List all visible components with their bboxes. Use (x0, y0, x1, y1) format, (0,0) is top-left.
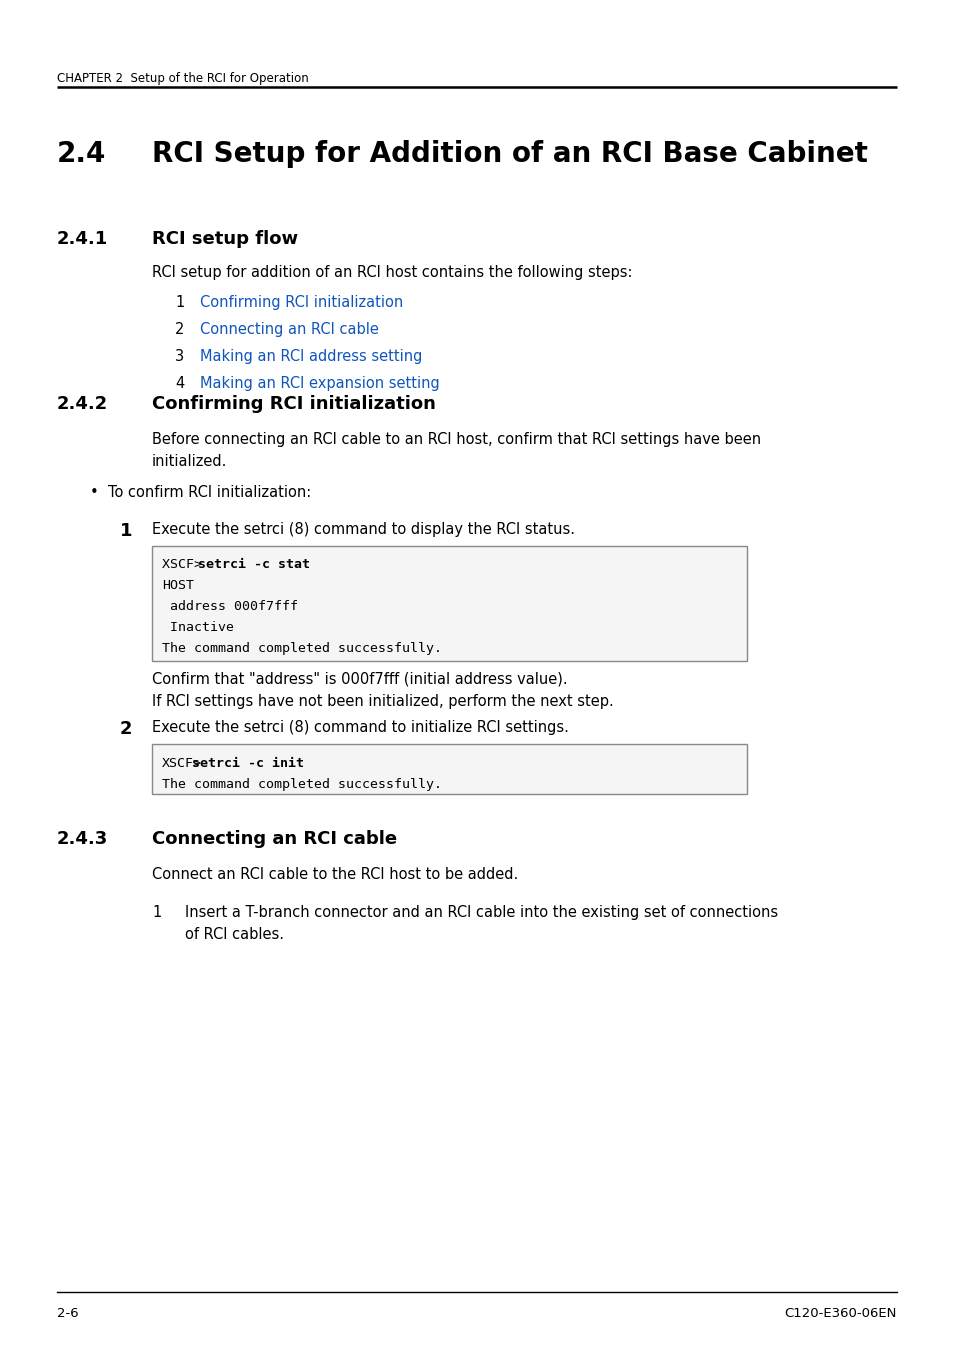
Text: setrci -c stat: setrci -c stat (198, 558, 310, 571)
Text: Confirm that "address" is 000f7fff (initial address value).: Confirm that "address" is 000f7fff (init… (152, 672, 567, 687)
Text: RCI setup for addition of an RCI host contains the following steps:: RCI setup for addition of an RCI host co… (152, 265, 632, 279)
Text: setrci -c init: setrci -c init (192, 757, 304, 769)
Text: 2.4.3: 2.4.3 (57, 830, 108, 848)
Text: Connecting an RCI cable: Connecting an RCI cable (200, 323, 378, 338)
Text: 1: 1 (174, 296, 184, 310)
Text: Connect an RCI cable to the RCI host to be added.: Connect an RCI cable to the RCI host to … (152, 867, 517, 882)
Text: Execute the setrci (8) command to display the RCI status.: Execute the setrci (8) command to displa… (152, 522, 575, 537)
Text: address 000f7fff: address 000f7fff (162, 599, 297, 613)
Text: 4: 4 (174, 377, 184, 392)
Text: 2: 2 (120, 720, 132, 738)
Text: Insert a T-branch connector and an RCI cable into the existing set of connection: Insert a T-branch connector and an RCI c… (185, 904, 778, 919)
Text: Execute the setrci (8) command to initialize RCI settings.: Execute the setrci (8) command to initia… (152, 720, 568, 734)
Text: The command completed successfully.: The command completed successfully. (162, 643, 441, 655)
Text: The command completed successfully.: The command completed successfully. (162, 778, 441, 791)
Text: Making an RCI address setting: Making an RCI address setting (200, 350, 422, 365)
Text: XSCF>: XSCF> (162, 757, 202, 769)
Text: 2.4.1: 2.4.1 (57, 230, 108, 248)
Text: XSCF>: XSCF> (162, 558, 210, 571)
Text: •  To confirm RCI initialization:: • To confirm RCI initialization: (90, 485, 311, 500)
Text: Confirming RCI initialization: Confirming RCI initialization (200, 296, 403, 310)
Text: C120-E360-06EN: C120-E360-06EN (783, 1307, 896, 1320)
Text: RCI Setup for Addition of an RCI Base Cabinet: RCI Setup for Addition of an RCI Base Ca… (152, 140, 867, 167)
Text: initialized.: initialized. (152, 454, 227, 468)
Text: If RCI settings have not been initialized, perform the next step.: If RCI settings have not been initialize… (152, 694, 613, 709)
Text: HOST: HOST (162, 579, 193, 593)
Bar (152, 744, 746, 794)
Text: Before connecting an RCI cable to an RCI host, confirm that RCI settings have be: Before connecting an RCI cable to an RCI… (152, 432, 760, 447)
Text: 1: 1 (120, 522, 132, 540)
Text: 2.4.2: 2.4.2 (57, 396, 108, 413)
Text: 2: 2 (174, 323, 184, 338)
Bar (152, 545, 746, 662)
Text: RCI setup flow: RCI setup flow (152, 230, 297, 248)
Text: 3: 3 (174, 350, 184, 365)
Text: Inactive: Inactive (162, 621, 233, 634)
Text: 2.4: 2.4 (57, 140, 107, 167)
Text: of RCI cables.: of RCI cables. (185, 927, 284, 942)
Text: Making an RCI expansion setting: Making an RCI expansion setting (200, 377, 439, 392)
Text: Confirming RCI initialization: Confirming RCI initialization (152, 396, 436, 413)
Text: 1: 1 (152, 904, 161, 919)
Text: 2-6: 2-6 (57, 1307, 78, 1320)
Text: CHAPTER 2  Setup of the RCI for Operation: CHAPTER 2 Setup of the RCI for Operation (57, 72, 309, 85)
Text: Connecting an RCI cable: Connecting an RCI cable (152, 830, 396, 848)
